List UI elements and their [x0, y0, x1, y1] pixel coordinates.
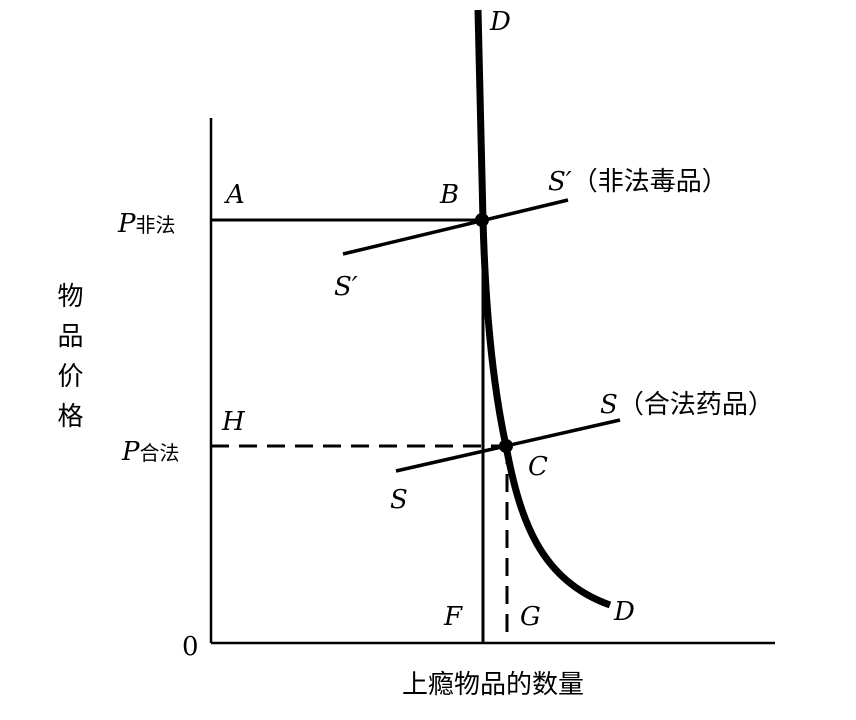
price-symbol: P	[121, 437, 140, 467]
point-label: A	[224, 180, 245, 210]
price-symbol: P	[117, 209, 136, 239]
supply-note: （合法药品）	[618, 390, 774, 420]
origin-label: 0	[182, 632, 199, 662]
demand-label: D	[613, 597, 635, 627]
supply-label: S（合法药品）	[600, 390, 774, 420]
demand-curve	[474, 9, 612, 609]
supply-symbol: S	[600, 390, 618, 420]
lines	[209, 9, 775, 645]
point-label: C	[528, 452, 548, 482]
point-label: F	[443, 602, 463, 632]
point-b-dot	[475, 213, 489, 227]
price-subscript: 非法	[136, 213, 176, 237]
price-subscript: 合法	[140, 441, 180, 465]
y-axis-label: 物品价格	[53, 282, 83, 442]
price-label: P合法	[121, 437, 180, 467]
supply-label: S	[390, 485, 408, 515]
supply-illegal	[342, 198, 569, 256]
supply-note: （非法毒品）	[572, 167, 728, 197]
point-label: H	[221, 407, 246, 437]
point-label: B	[439, 180, 459, 210]
demand-label: D	[489, 7, 511, 37]
x-axis-label: 上瘾物品的数量	[402, 670, 584, 700]
supply-label: S′	[334, 272, 358, 302]
price-label: P非法	[117, 209, 176, 239]
point-label: G	[520, 602, 541, 632]
supply-label: S′（非法毒品）	[548, 167, 728, 197]
supply-symbol: S′	[548, 167, 572, 197]
point-c-dot	[499, 439, 513, 453]
